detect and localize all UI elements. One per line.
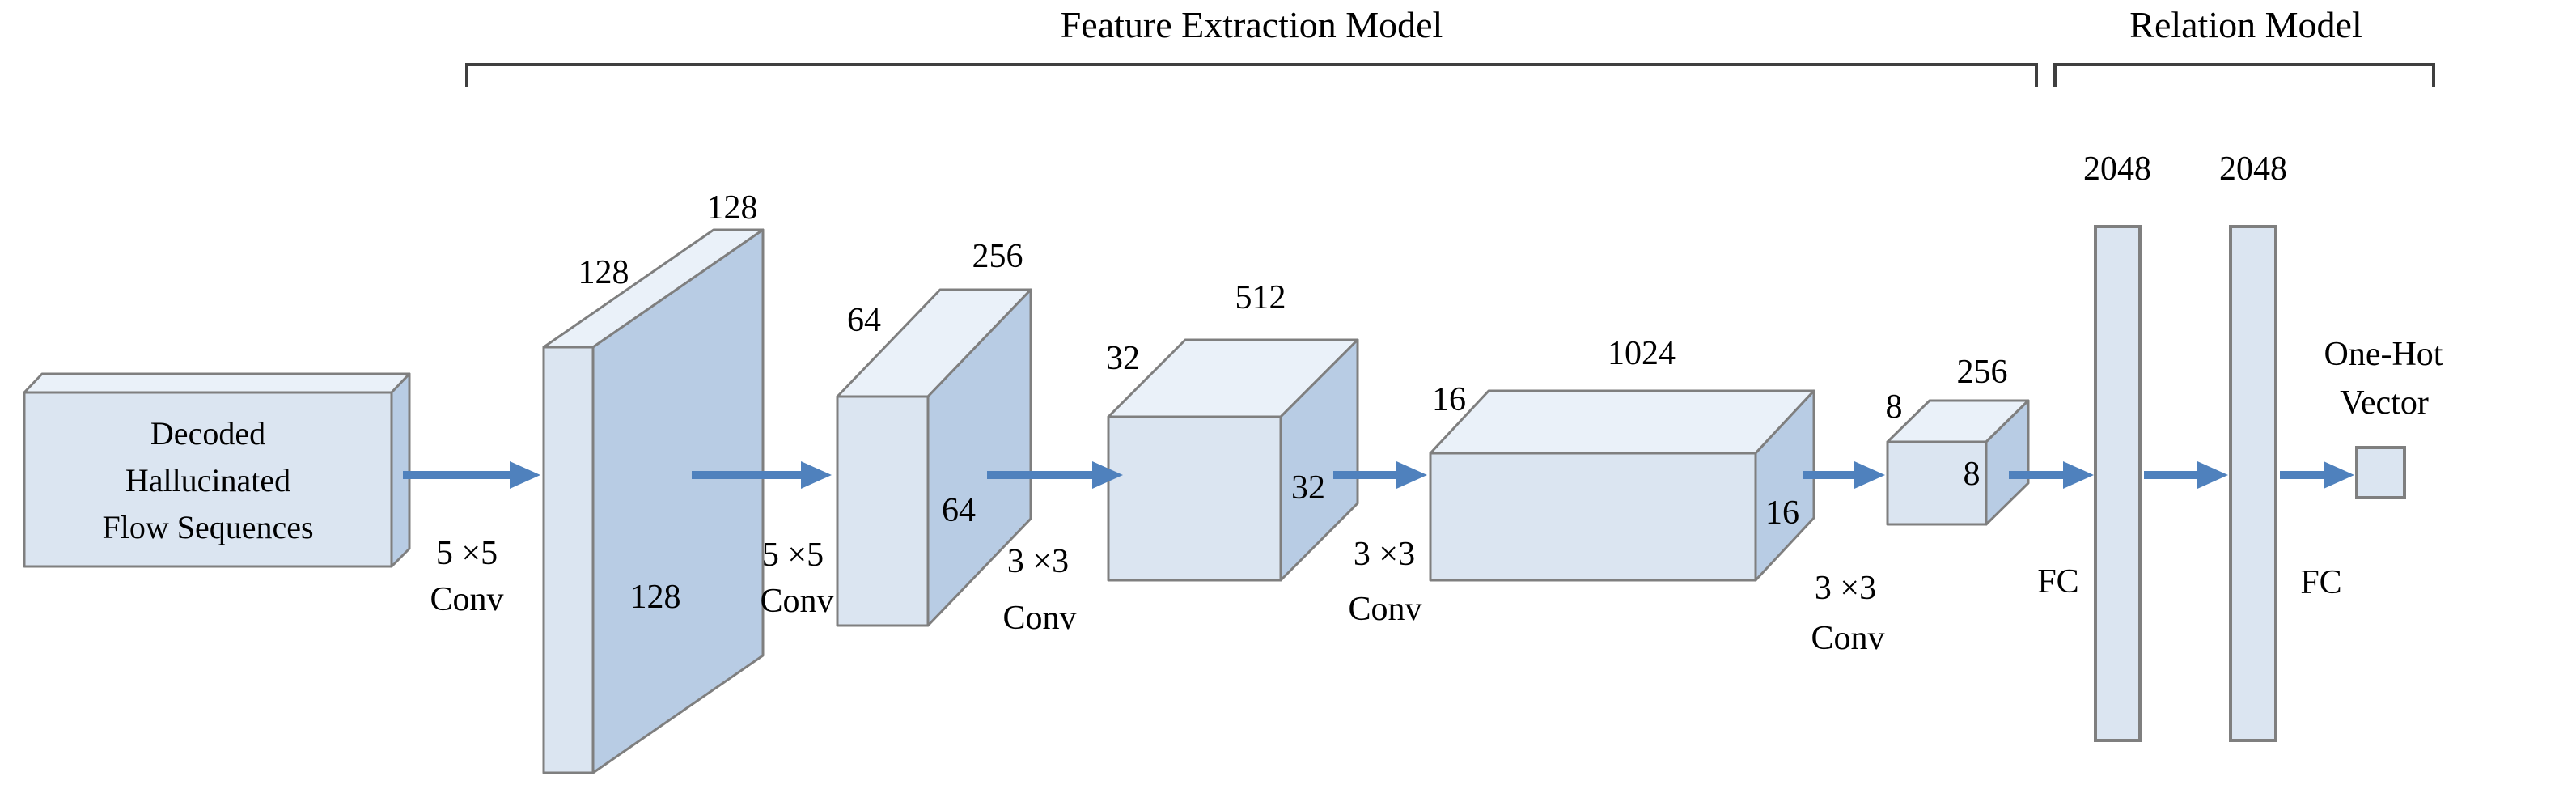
conv2-front-face: [836, 395, 930, 627]
one-hot-vector-box: [2355, 446, 2406, 499]
input-box-line-3: Flow Sequences: [102, 509, 313, 545]
fc2-size-label: 2048: [2219, 151, 2287, 188]
conv3-front-face: [1107, 415, 1282, 582]
conv1-feature-map: [542, 228, 765, 774]
conv3-feature-map: [1107, 338, 1359, 582]
input-box-side-face: [390, 372, 411, 568]
arrow-conv2-to-conv3: [987, 461, 1123, 489]
relation-model-title: Relation Model: [2129, 4, 2362, 45]
arrow-conv1-to-conv2-head: [801, 461, 832, 489]
input-box-line-2: Hallucinated: [125, 462, 290, 498]
fc1-size-label: 2048: [2083, 151, 2151, 188]
conv-step-2-label: 5 ×5 Conv: [760, 537, 833, 620]
conv4-height-label: 16: [1765, 494, 1799, 532]
fc2-bar: [2229, 225, 2277, 742]
input-box-line-1: Decoded: [150, 415, 265, 452]
arrow-conv5-to-fc1-head: [2063, 461, 2094, 489]
arrow-conv4-to-conv5: [1803, 461, 1885, 489]
arrow-conv3-to-conv4-head: [1396, 461, 1427, 489]
input-box-front-face: [23, 391, 393, 568]
arrow-conv1-to-conv2: [692, 461, 832, 489]
input-box-top-face: [23, 372, 411, 394]
conv-step-3-op: Conv: [1002, 600, 1076, 637]
conv-step-1-op: Conv: [430, 581, 503, 618]
feature-extraction-bracket: [465, 63, 2038, 87]
conv-step-3-kernel: 3 ×3: [1007, 543, 1069, 580]
conv4-front-face: [1429, 452, 1757, 582]
conv4-width-label: 16: [1432, 381, 1466, 418]
arrow-input-to-conv1-head: [510, 461, 540, 489]
conv2-width-label: 64: [847, 302, 881, 339]
conv1-height-label: 128: [630, 579, 681, 616]
conv-step-4-kernel: 3 ×3: [1354, 536, 1415, 573]
conv-step-5-op: Conv: [1811, 620, 1884, 657]
one-hot-label-line-2: Vector: [2340, 384, 2429, 422]
fc1-label: FC: [2037, 563, 2078, 600]
conv4-channels-label: 1024: [1608, 335, 1676, 372]
arrow-conv3-to-conv4: [1333, 461, 1427, 489]
conv3-width-label: 32: [1106, 340, 1140, 377]
arrow-fc2-to-output: [2280, 461, 2354, 489]
conv-step-3-label: 3 ×3 Conv: [1002, 543, 1076, 637]
conv1-front-face: [542, 346, 595, 774]
conv1-channels-label: 128: [707, 189, 758, 227]
fc1-bar: [2094, 225, 2142, 742]
conv-step-4-op: Conv: [1348, 591, 1421, 628]
arrow-conv2-to-conv3-head: [1092, 461, 1123, 489]
conv5-channels-label: 256: [1957, 354, 2008, 391]
arrow-conv5-to-fc1: [2009, 461, 2094, 489]
conv-step-5-label: 3 ×3 Conv: [1811, 570, 1884, 657]
conv2-height-label: 64: [942, 492, 976, 529]
arrow-fc1-to-fc2: [2144, 461, 2228, 489]
conv5-front-face: [1886, 440, 1988, 526]
conv4-feature-map: [1429, 389, 1815, 582]
input-box: Decoded Hallucinated Flow Sequences: [23, 372, 411, 568]
one-hot-label-line-1: One-Hot: [2324, 336, 2443, 373]
arrow-conv4-to-conv5-head: [1854, 461, 1885, 489]
conv-step-1-label: 5 ×5 Conv: [430, 535, 503, 618]
conv-step-4-label: 3 ×3 Conv: [1348, 536, 1421, 628]
conv1-width-label: 128: [578, 254, 629, 291]
conv-step-5-kernel: 3 ×3: [1815, 570, 1876, 607]
conv-step-1-kernel: 5 ×5: [436, 535, 498, 572]
conv5-feature-map: [1886, 399, 2030, 526]
conv4-top-face: [1429, 389, 1815, 455]
conv-step-2-op: Conv: [760, 583, 833, 620]
arrow-input-to-conv1: [403, 461, 540, 489]
relation-model-bracket: [2053, 63, 2435, 87]
conv3-channels-label: 512: [1235, 279, 1286, 316]
conv-step-2-kernel: 5 ×5: [762, 537, 824, 574]
conv2-feature-map: [836, 288, 1032, 627]
conv5-width-label: 8: [1886, 388, 1903, 426]
arrow-fc1-to-fc2-head: [2197, 461, 2228, 489]
fc2-label: FC: [2300, 564, 2341, 601]
conv2-channels-label: 256: [972, 238, 1023, 275]
conv5-height-label: 8: [1964, 456, 1981, 493]
conv3-height-label: 32: [1291, 469, 1325, 507]
feature-extraction-title: Feature Extraction Model: [1061, 4, 1443, 45]
arrow-fc2-to-output-head: [2324, 461, 2354, 489]
